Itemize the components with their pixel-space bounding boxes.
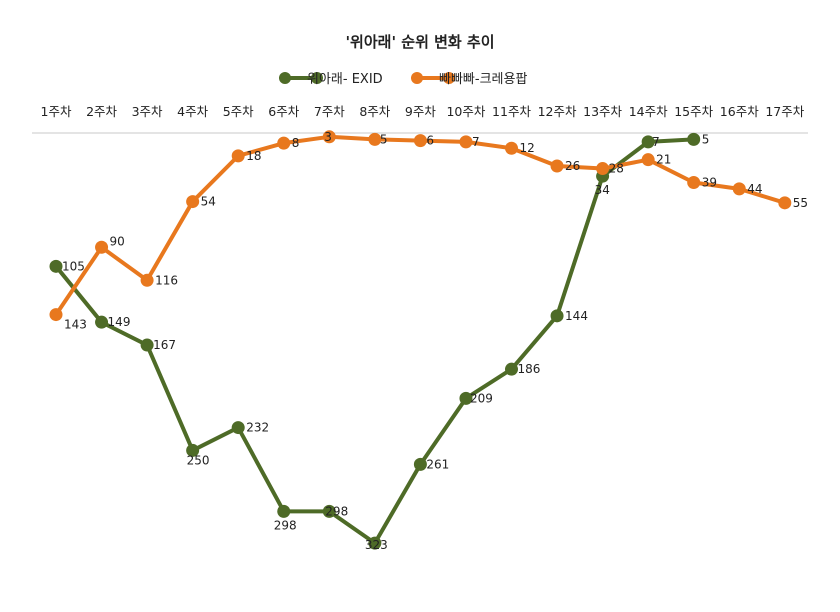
- legend-marker: [411, 72, 423, 84]
- data-point: [505, 141, 518, 155]
- legend-marker: [443, 72, 455, 84]
- data-label: 143: [64, 318, 87, 332]
- data-point: [641, 135, 655, 149]
- data-point: [231, 149, 245, 163]
- x-tick-label: 4주차: [177, 104, 208, 119]
- data-point: [505, 362, 518, 376]
- data-point: [459, 391, 473, 405]
- data-label: 21: [656, 153, 671, 167]
- data-label: 6: [426, 134, 434, 148]
- data-point: [49, 308, 63, 322]
- data-label: 3: [324, 130, 332, 144]
- x-tick-label: 9주차: [405, 104, 436, 119]
- chart-title: '위아래' 순위 변화 추이: [345, 33, 494, 51]
- x-tick-label: 11주차: [492, 104, 531, 119]
- data-label: 298: [325, 504, 348, 518]
- x-tick-label: 2주차: [86, 104, 117, 119]
- x-tick-label: 10주차: [446, 104, 485, 119]
- x-tick-label: 12주차: [538, 104, 577, 119]
- data-point: [413, 457, 427, 471]
- x-tick-label: 13주차: [583, 104, 622, 119]
- data-label: 167: [153, 338, 176, 352]
- legend-label: 빠빠빠-크레용팝: [439, 72, 527, 87]
- data-point: [140, 338, 154, 352]
- data-point: [641, 153, 655, 167]
- legend-label: 위아래- EXID: [307, 72, 383, 87]
- data-label: 7: [472, 135, 480, 149]
- data-point: [186, 195, 200, 209]
- x-tick-label: 3주차: [132, 104, 163, 119]
- data-point: [687, 176, 701, 190]
- data-point: [459, 135, 473, 149]
- data-point: [186, 443, 200, 457]
- data-label: 39: [702, 176, 717, 190]
- x-tick-label: 7주차: [314, 104, 345, 119]
- data-label: 261: [426, 457, 449, 471]
- data-label: 323: [365, 538, 388, 552]
- data-label: 8: [292, 136, 300, 150]
- x-tick-label: 1주차: [41, 104, 72, 119]
- legend-marker: [279, 72, 291, 84]
- data-point: [277, 504, 291, 518]
- data-point: [140, 273, 154, 287]
- data-label: 5: [380, 132, 388, 146]
- data-label: 250: [187, 453, 210, 467]
- data-label: 90: [110, 234, 125, 248]
- data-points: [49, 130, 792, 550]
- legend: 위아래- EXID 빠빠빠-크레용팝: [279, 72, 527, 87]
- series-line: [54, 134, 786, 316]
- data-label: 298: [274, 518, 297, 532]
- data-point: [368, 132, 382, 146]
- data-point: [49, 259, 63, 273]
- data-label: 144: [565, 309, 588, 323]
- x-tick-label: 6주차: [268, 104, 299, 119]
- data-label: 28: [609, 162, 624, 176]
- data-point: [550, 309, 564, 323]
- data-label: 149: [108, 315, 131, 329]
- x-tick-label: 17주차: [765, 104, 804, 119]
- x-tick-label: 5주차: [223, 104, 254, 119]
- data-point: [413, 134, 427, 148]
- data-label: 116: [155, 273, 178, 287]
- data-point: [550, 159, 564, 173]
- x-axis-ticks: 1주차 2주차 3주차 4주차 5주차 6주차 7주차 8주차 9주차 10주차 11주차 12주차 1…: [41, 104, 805, 119]
- data-point: [687, 132, 701, 146]
- x-tick-label: 16주차: [720, 104, 759, 119]
- data-point: [277, 136, 291, 150]
- data-label: 34: [595, 183, 610, 197]
- data-point: [368, 536, 382, 550]
- data-point: [95, 315, 109, 329]
- data-label: 5: [702, 132, 710, 146]
- data-label: 232: [246, 421, 269, 435]
- data-label: 55: [793, 196, 808, 210]
- data-point: [596, 162, 610, 176]
- x-tick-label: 14주차: [629, 104, 668, 119]
- data-point: [732, 182, 746, 196]
- legend-marker: [311, 72, 323, 84]
- data-label: 186: [518, 362, 541, 376]
- data-point: [231, 421, 245, 435]
- x-tick-label: 15주차: [674, 104, 713, 119]
- data-label: 54: [201, 195, 216, 209]
- data-point: [322, 130, 336, 144]
- data-point: [322, 504, 336, 518]
- data-point: [95, 240, 109, 254]
- data-label: 105: [62, 259, 85, 273]
- x-tick-label: 8주차: [359, 104, 390, 119]
- data-label: 18: [246, 149, 261, 163]
- data-label: 26: [565, 159, 580, 173]
- data-label: 209: [470, 391, 493, 405]
- data-label: 44: [747, 182, 762, 196]
- data-label: 12: [520, 141, 535, 155]
- data-point: [778, 196, 792, 210]
- data-label: 7: [652, 135, 660, 149]
